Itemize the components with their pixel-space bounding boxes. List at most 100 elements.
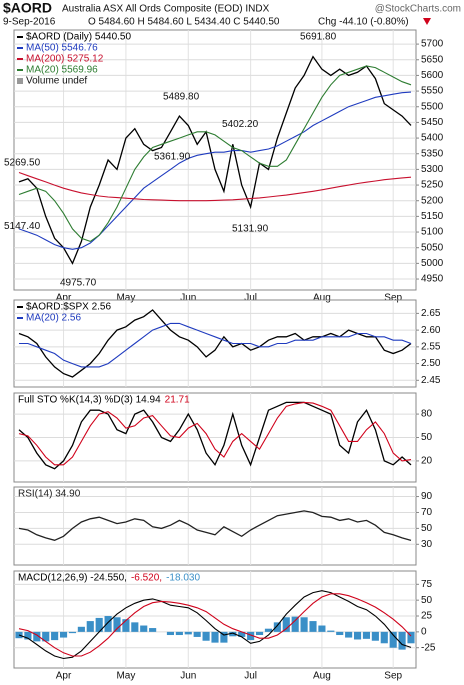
panel-frame [13,29,417,291]
y-tick-label: 5600 [421,70,444,81]
price-annotation: 4975.70 [60,278,97,289]
y-tick-label: 5700 [421,39,444,50]
histogram-bar [389,631,397,648]
histogram-bar [131,622,139,632]
histogram-bar [318,625,326,632]
y-tick-label: 2.45 [421,375,441,386]
histogram-bar [104,616,112,632]
legend-label: 21.71 [165,395,190,406]
histogram-bar [77,626,85,632]
histogram-bar [282,617,290,632]
histogram-bar [95,617,103,632]
legend-label: Volume undef [26,76,87,87]
legend-label: Full STO %K(14,3) %D(3) 14.94 [18,395,161,406]
y-tick-label: 5300 [421,164,444,175]
histogram-bar [380,631,388,644]
histogram-bar [113,617,121,632]
y-tick-label: 50 [421,595,433,606]
y-tick-label: 90 [421,491,433,502]
symbol: $AORD [3,0,52,16]
ohlc: O 5484.60 H 5484.60 L 5434.40 C 5440.50 [88,17,280,28]
y-tick-label: 70 [421,507,433,518]
histogram-bar [229,631,237,637]
histogram-bar [24,631,32,640]
y-tick-label: 5650 [421,54,444,65]
y-tick-label: 5350 [421,148,444,159]
histogram-bar [291,616,299,632]
price-annotation: 5361.90 [154,152,191,163]
histogram-bar [336,631,344,636]
y-tick-label: 5450 [421,117,444,128]
x-tick-label: Jun [180,671,196,682]
y-tick-label: 80 [421,409,433,420]
histogram-bar [371,631,379,641]
instrument-name: Australia ASX All Ords Composite (EOD) I… [62,4,270,15]
x-tick-label: Aug [313,671,331,682]
histogram-bar [327,630,335,632]
series-line [18,401,412,470]
legend-label: MA(20) 2.56 [26,313,81,324]
watermark: @StockCharts.com [375,4,461,15]
histogram-bar [51,631,59,641]
histogram-bar [140,625,148,632]
x-tick-label: Jun [180,293,196,304]
series-line [18,401,412,466]
y-tick-label: 5550 [421,86,444,97]
histogram-bar [149,628,157,632]
series-line [18,309,412,378]
x-tick-label: Sep [384,293,402,304]
histogram-bar [238,631,246,637]
histogram-bar [33,631,41,642]
histogram-bar [353,631,362,640]
y-tick-label: 5150 [421,211,444,222]
y-tick-label: 75 [421,579,433,590]
price-annotation: 5147.40 [4,221,41,232]
y-tick-label: 5400 [421,133,444,144]
y-tick-label: 5000 [421,258,444,269]
histogram-bar [255,631,264,636]
x-tick-label: Sep [384,671,402,682]
y-tick-label: 50 [421,523,433,534]
histogram-bar [273,622,281,632]
x-tick-label: Apr [56,671,72,682]
y-tick-label: 5200 [421,195,444,206]
y-tick-label: 2.55 [421,341,441,352]
panel-frame [13,486,417,566]
legend-label: MA(200) 5275.12 [26,54,104,65]
legend-label: $AORD (Daily) 5440.50 [26,32,131,43]
histogram-bar [211,631,219,643]
legend-label: RSI(14) 34.90 [18,489,81,500]
price-annotation: 5269.50 [4,158,41,169]
series-line [18,65,412,243]
y-tick-label: 25 [421,611,433,622]
histogram-bar [166,631,175,636]
y-tick-label: 2.65 [421,308,441,319]
legend-label: MA(20) 5569.96 [26,65,98,76]
histogram-bar [122,619,130,632]
histogram-bar [220,631,228,643]
y-tick-label: 5250 [421,180,444,191]
y-tick-label: -25 [421,642,436,653]
legend-swatch [17,78,23,84]
histogram-bar [407,631,415,644]
histogram-bar [264,628,273,632]
series-line [18,593,412,657]
x-tick-label: May [116,293,135,304]
histogram-bar [86,621,94,632]
histogram-bar [59,631,68,638]
y-tick-label: 2.60 [421,325,441,336]
y-tick-label: 5500 [421,101,444,112]
panel-frame [13,570,417,669]
legend-label: $AORD:$SPX 2.56 [26,302,111,313]
legend-label: MACD(12,26,9) -24.550, [18,573,127,584]
series-line [18,91,412,250]
price-annotation: 5131.90 [232,224,269,235]
y-tick-label: 30 [421,539,433,550]
series-line [18,590,412,660]
x-tick-label: Jul [244,293,257,304]
series-line [19,322,412,368]
down-arrow [423,18,431,25]
panel-frame [13,299,417,388]
series-line [18,510,412,542]
